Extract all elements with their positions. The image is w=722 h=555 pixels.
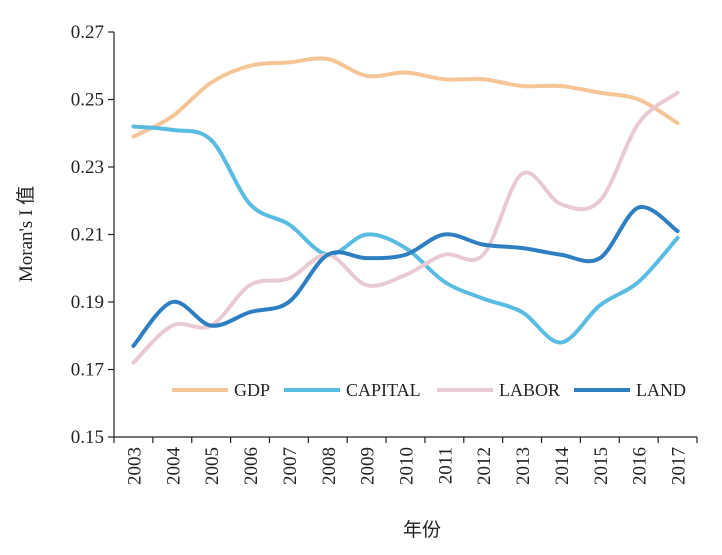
- x-tick-label: 2017: [669, 447, 690, 485]
- y-tick-label: 0.15: [71, 427, 104, 448]
- x-tick-label: 2005: [202, 447, 223, 485]
- y-tick-label: 0.21: [71, 225, 104, 246]
- x-tick-label: 2012: [474, 447, 495, 485]
- legend-label-capital: CAPITAL: [346, 380, 421, 400]
- legend: GDP CAPITAL LABOR LAND: [172, 380, 686, 400]
- legend-label-land: LAND: [636, 380, 686, 400]
- x-tick-label: 2009: [358, 447, 379, 485]
- y-tick-label: 0.17: [71, 360, 104, 381]
- x-axis-title: 年份: [403, 519, 441, 541]
- y-ticks: 0.15 0.17 0.19 0.21 0.23 0.25 0.27: [71, 22, 114, 448]
- x-tick-label: 2016: [630, 447, 651, 485]
- series-line-land: [131, 205, 680, 348]
- x-tick-label: 2015: [591, 447, 612, 485]
- x-tick-label: 2007: [280, 447, 301, 485]
- x-tick-label: 2003: [124, 447, 145, 485]
- series-line-gdp: [131, 56, 680, 139]
- legend-label-gdp: GDP: [234, 380, 270, 400]
- y-tick-label: 0.25: [71, 90, 104, 111]
- x-tick-label: 2014: [552, 447, 573, 486]
- series-line-capital: [131, 124, 680, 345]
- x-tick-label: 2013: [513, 447, 534, 485]
- x-tick-label: 2008: [319, 447, 340, 485]
- series-line-labor: [131, 90, 680, 365]
- x-tick-label: 2010: [397, 447, 418, 485]
- y-tick-label: 0.19: [71, 292, 104, 313]
- plot-lines: [131, 56, 680, 365]
- x-tick-label: 2011: [435, 447, 456, 484]
- x-ticks: 2003 2004 2005 2006 2007 2008 2009 2010 2011 2012…: [113, 437, 698, 486]
- y-tick-label: 0.23: [71, 157, 104, 178]
- x-tick-label: 2006: [241, 447, 262, 485]
- y-axis-title: Moran's I 值: [15, 186, 37, 282]
- legend-label-labor: LABOR: [499, 380, 560, 400]
- y-tick-label: 0.27: [71, 22, 104, 43]
- x-tick-label: 2004: [163, 447, 184, 486]
